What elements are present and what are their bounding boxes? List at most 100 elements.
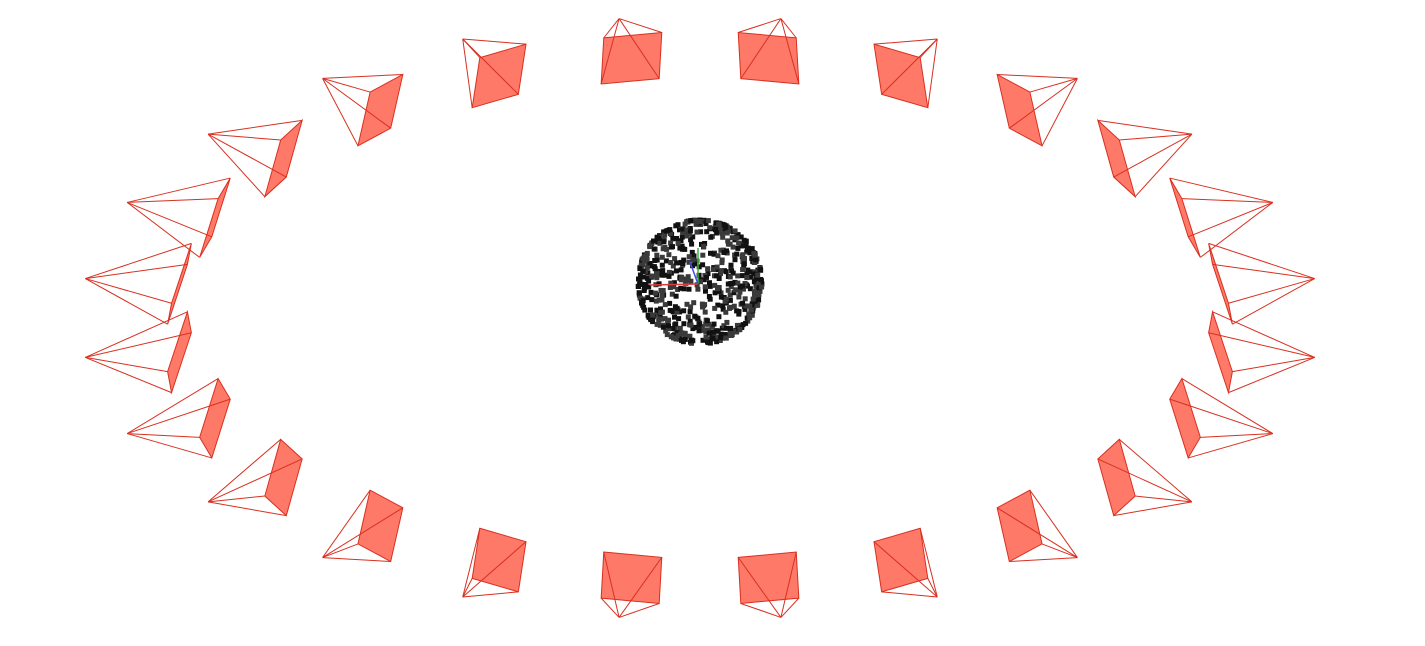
camera-edge [322, 507, 404, 559]
camera-edge [618, 557, 663, 618]
cloud-point [661, 229, 667, 235]
cloud-point [694, 229, 700, 235]
cloud-point [654, 270, 659, 276]
camera-edge [127, 398, 231, 435]
cloud-point [666, 273, 672, 279]
camera-edge [127, 433, 212, 459]
cloud-point [673, 293, 679, 299]
cloud-point [640, 268, 646, 274]
cloud-point [732, 228, 738, 234]
camera-edge [322, 557, 391, 563]
cloud-point [705, 271, 711, 277]
cloud-point [662, 316, 668, 322]
cloud-point [706, 321, 712, 327]
camera-edge [462, 38, 527, 45]
camera-edge [780, 18, 797, 39]
cloud-point [666, 326, 672, 332]
camera-edge [1200, 202, 1274, 258]
cloud-point [667, 307, 673, 313]
cloud-point [739, 273, 745, 279]
cloud-point [675, 287, 681, 292]
camera [1169, 177, 1274, 258]
cloud-point [745, 267, 751, 273]
camera-edge [873, 38, 938, 45]
cloud-point [657, 240, 663, 246]
cloud-point [711, 321, 717, 327]
cloud-point [721, 250, 727, 255]
cloud-point [705, 218, 711, 224]
cloud-point [682, 334, 688, 340]
cloud-point [700, 327, 706, 333]
camera-edge [208, 133, 281, 141]
cloud-point [730, 280, 736, 286]
cloud-point [701, 243, 707, 249]
cloud-point [756, 297, 762, 303]
cloud-point [644, 250, 650, 256]
camera-edge [1188, 433, 1273, 459]
cloud-point [700, 252, 706, 258]
cloud-point [719, 260, 725, 266]
cloud-point [703, 321, 709, 327]
cloud-point [649, 297, 655, 303]
cloud-point [705, 327, 711, 333]
cloud-point [685, 314, 691, 320]
cloud-point [740, 322, 746, 328]
cloud-point [689, 241, 695, 247]
camera-edge [1135, 495, 1192, 503]
cloud-point [659, 272, 665, 278]
cloud-point [698, 229, 704, 235]
cloud-point [753, 257, 759, 263]
camera [322, 73, 404, 147]
cloud-point [702, 284, 708, 290]
camera-edge [462, 38, 473, 108]
camera-edge [927, 578, 938, 598]
cloud-point [688, 338, 694, 344]
cloud-point [707, 280, 712, 286]
camera-edge [780, 18, 800, 85]
cloud-point [747, 303, 753, 309]
cloud-point [672, 256, 678, 262]
cloud-point [678, 285, 684, 291]
cloud-point [728, 284, 734, 289]
camera-edge [85, 263, 188, 280]
cloud-point [674, 309, 680, 315]
cloud-point [671, 284, 677, 290]
cloud-point [644, 275, 650, 281]
cloud-point [696, 264, 702, 270]
cloud-point [729, 331, 735, 337]
cloud-point [696, 328, 702, 334]
cloud-point [686, 231, 692, 237]
cloud-point [663, 328, 669, 334]
camera [207, 118, 304, 199]
cloud-point [637, 272, 643, 278]
cloud-point [716, 314, 722, 320]
cloud-point [742, 296, 748, 302]
cloud-point [640, 298, 646, 304]
cloud-point [727, 226, 733, 232]
cloud-point [704, 274, 709, 280]
cloud-point [659, 254, 665, 260]
camera-edge [740, 18, 782, 79]
cloud-point [652, 266, 658, 272]
cloud-point [712, 282, 718, 288]
cloud-point [708, 234, 714, 240]
cloud-point [680, 226, 686, 232]
camera [1096, 118, 1193, 199]
cloud-point [707, 225, 713, 231]
cloud-point [668, 280, 674, 286]
cloud-point [721, 222, 727, 228]
camera-edge [85, 242, 192, 280]
cloud-point [682, 330, 688, 336]
camera-edge [1200, 433, 1273, 438]
cloud-point [757, 267, 763, 273]
cloud-point [661, 239, 667, 245]
cloud-point [662, 272, 668, 278]
cloud-point [707, 296, 713, 302]
camera-edge [1228, 278, 1315, 304]
cloud-point [724, 230, 730, 236]
cloud-point [648, 307, 653, 313]
cloud-point [642, 253, 648, 259]
cloud-point [677, 227, 682, 233]
cloud-point [674, 330, 680, 336]
cloud-point [740, 267, 746, 272]
